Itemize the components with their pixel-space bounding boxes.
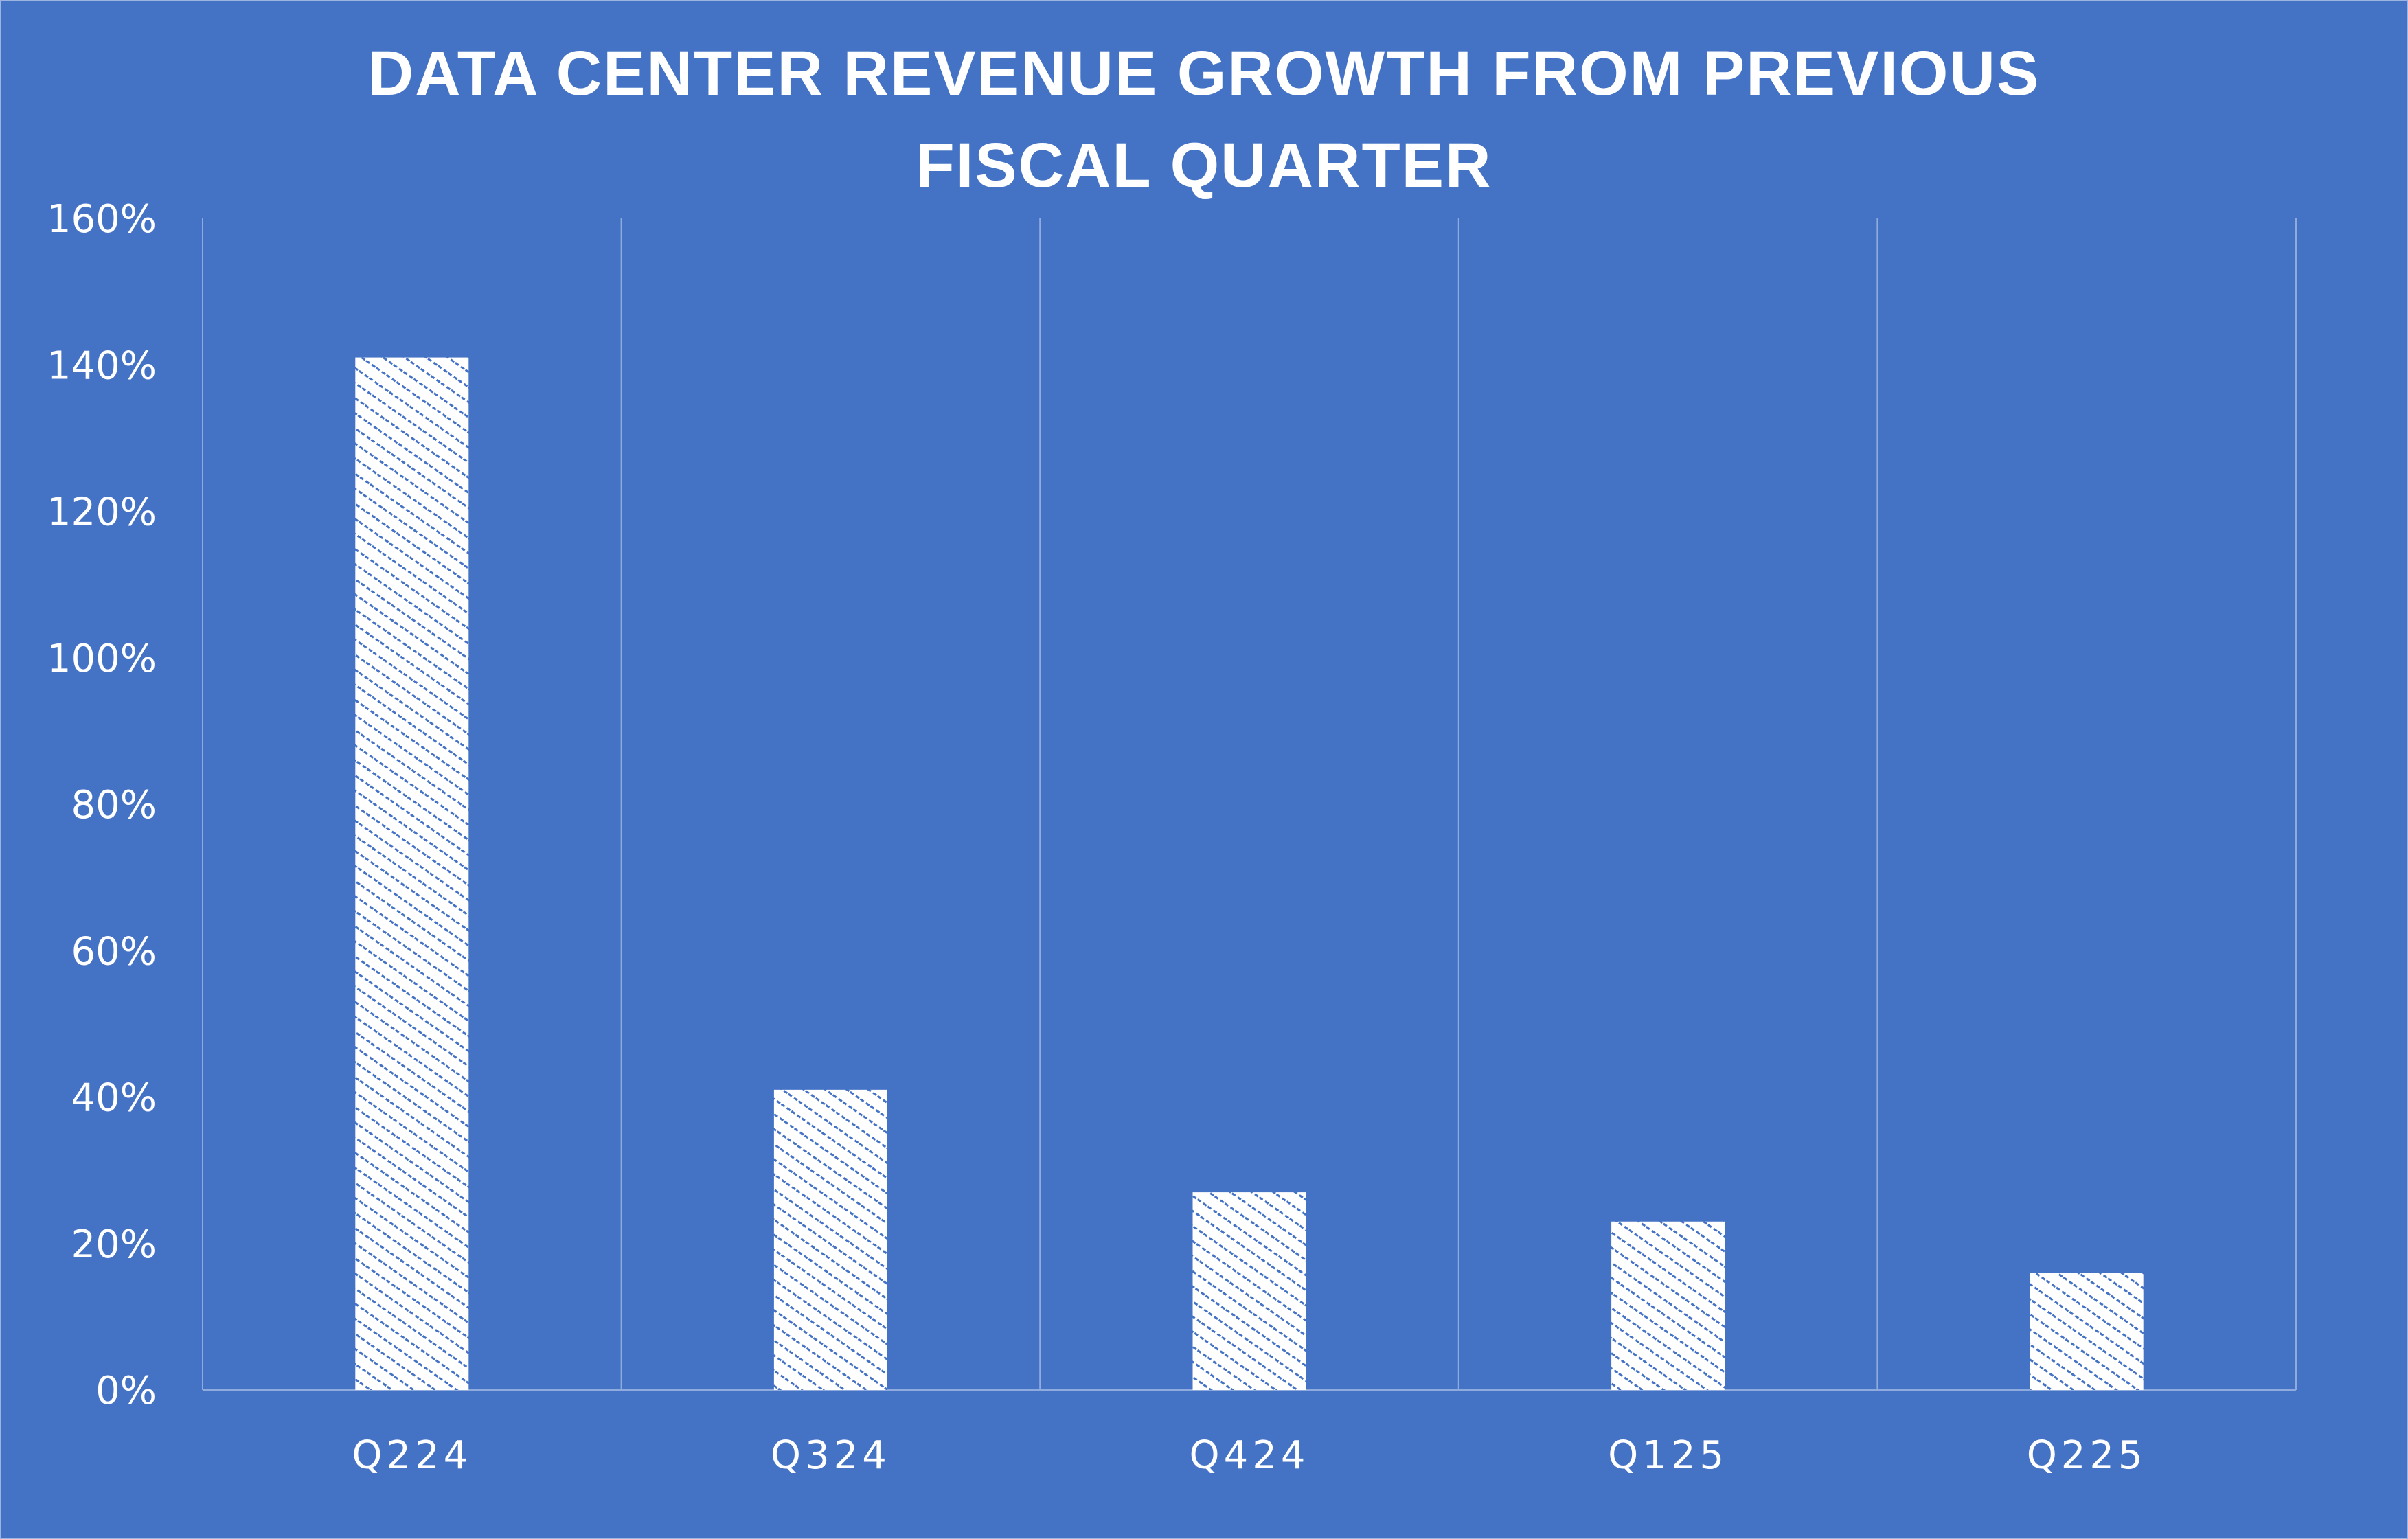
y-tick-label: 160% — [47, 197, 157, 242]
y-tick-label: 40% — [71, 1076, 157, 1121]
x-category-label: Q125 — [1608, 1433, 1728, 1478]
x-category-label: Q224 — [352, 1433, 472, 1478]
y-tick-label: 80% — [71, 783, 157, 828]
y-tick-label: 20% — [71, 1222, 157, 1267]
bar-q125 — [1611, 1221, 1725, 1390]
y-tick-label: 100% — [47, 637, 157, 681]
y-tick-label: 140% — [47, 343, 157, 388]
bar-q324 — [773, 1089, 887, 1390]
x-category-label: Q324 — [771, 1433, 891, 1478]
bar-q424 — [1192, 1192, 1306, 1390]
chart-title-line-1: DATA CENTER REVENUE GROWTH FROM PREVIOUS — [368, 38, 2041, 109]
bar-q224 — [355, 357, 469, 1390]
y-tick-label: 120% — [47, 490, 157, 535]
x-category-label: Q225 — [2027, 1433, 2147, 1478]
y-tick-label: 60% — [71, 929, 157, 974]
bar-q225 — [2030, 1273, 2144, 1390]
y-tick-label: 0% — [95, 1369, 157, 1413]
chart-title-line-2: FISCAL QUARTER — [916, 130, 1492, 201]
x-category-label: Q424 — [1190, 1433, 1310, 1478]
